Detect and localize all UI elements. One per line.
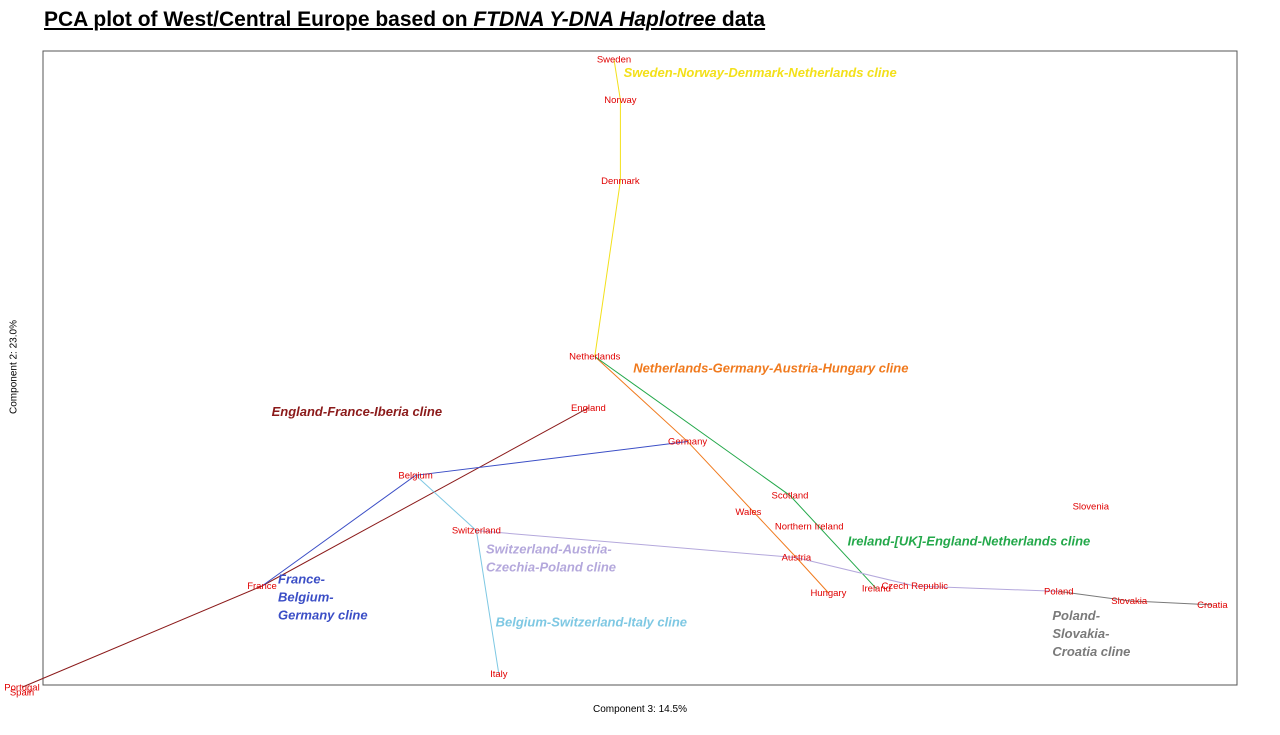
cline-line-netherlands-germany-austria-hungary-cline xyxy=(594,356,829,594)
point-label-scotland: Scotland xyxy=(772,491,809,502)
point-label-northern-ireland: Northern Ireland xyxy=(775,522,844,533)
cline-label-switzerland-austria-czechia-poland-cline: Switzerland-Austria-Czechia-Poland cline xyxy=(486,542,616,575)
point-label-germany: Germany xyxy=(668,437,707,448)
cline-lines xyxy=(21,59,1213,688)
point-label-switzerland: Switzerland xyxy=(452,526,501,537)
point-label-netherlands: Netherlands xyxy=(569,352,620,363)
point-label-wales: Wales xyxy=(735,507,761,518)
cline-line-sweden-norway-denmark-netherlands-cline xyxy=(594,59,621,357)
point-label-portugal: Portugal xyxy=(4,682,39,693)
point-labels: Sweden Norway Denmark Netherlands England Ger… xyxy=(4,55,1228,699)
cline-line-switzerland-austria-czechia-poland-cline xyxy=(476,530,1059,592)
point-label-sweden: Sweden xyxy=(597,55,631,66)
point-label-spain: Spain xyxy=(10,688,34,699)
cline-line-belgium-switzerland-italy-cline xyxy=(415,474,500,674)
cline-label-sweden-norway-denmark-netherlands-cline: Sweden-Norway-Denmark-Netherlands cline xyxy=(624,65,897,80)
chart-title: PCA plot of West/Central Europe based on… xyxy=(44,8,765,32)
cline-line-poland-slovakia-croatia-cline xyxy=(1058,590,1213,606)
cline-label-netherlands-germany-austria-hungary-cline: Netherlands-Germany-Austria-Hungary clin… xyxy=(633,361,908,376)
cline-label-poland-slovakia-croatia-cline: Poland-Slovakia-Croatia cline xyxy=(1052,608,1130,659)
point-label-hungary: Hungary xyxy=(810,588,846,599)
cline-label-france-belgium-germany-cline: France-Belgium-Germany cline xyxy=(278,571,368,622)
point-label-czech-republic: Czech Republic xyxy=(882,581,949,592)
point-label-croatia: Croatia xyxy=(1197,600,1228,611)
cline-line-ireland-uk-england-netherlands-cline xyxy=(594,356,877,590)
point-label-england: England xyxy=(571,403,606,414)
point-label-slovakia: Slovakia xyxy=(1111,596,1148,607)
point-label-belgium: Belgium xyxy=(398,470,432,481)
point-label-norway: Norway xyxy=(604,95,636,106)
point-label-austria: Austria xyxy=(782,553,812,564)
x-axis-label: Component 3: 14.5% xyxy=(593,704,687,715)
point-label-poland: Poland xyxy=(1044,586,1074,597)
cline-label-belgium-switzerland-italy-cline: Belgium-Switzerland-Italy cline xyxy=(496,615,687,630)
chart-title-prefix: PCA plot of West/Central Europe based on xyxy=(44,8,474,31)
chart-title-italic: FTDNA Y-DNA Haplotree xyxy=(473,8,717,31)
point-label-ireland: Ireland xyxy=(862,584,891,595)
chart-title-suffix: data xyxy=(716,8,766,31)
plot-area-frame xyxy=(42,50,1238,686)
cline-label-england-france-iberia-cline: England-France-Iberia cline xyxy=(272,404,443,419)
cline-label-ireland-uk-england-netherlands-cline: Ireland-[UK]-England-Netherlands cline xyxy=(848,534,1091,549)
cline-labels: Sweden-Norway-Denmark-Netherlands cline N… xyxy=(272,65,1131,659)
point-label-slovenia: Slovenia xyxy=(1073,501,1110,512)
point-label-france: France xyxy=(247,581,277,592)
y-axis-label: Component 2: 23.0% xyxy=(8,320,20,414)
point-label-denmark: Denmark xyxy=(601,176,640,187)
point-label-italy: Italy xyxy=(490,669,508,680)
